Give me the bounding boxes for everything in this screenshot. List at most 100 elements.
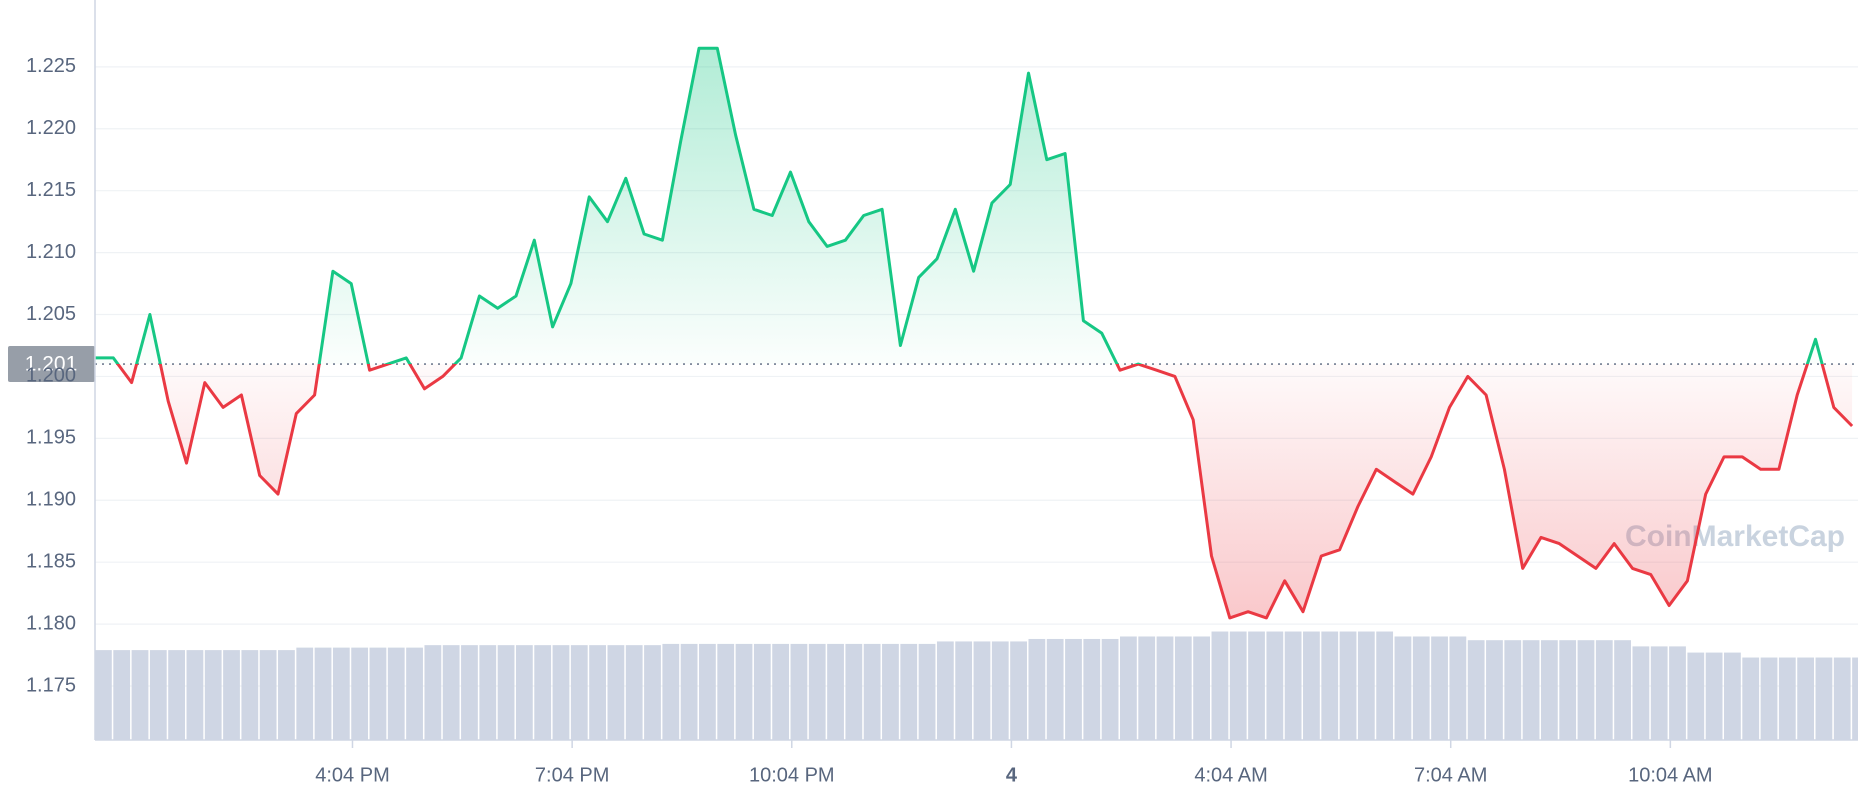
volume-bar xyxy=(772,643,790,740)
volume-bar xyxy=(1559,640,1577,740)
volume-bar xyxy=(241,650,259,740)
volume-bar xyxy=(1449,636,1467,740)
volume-bar xyxy=(662,643,680,740)
volume-bar xyxy=(1339,631,1357,740)
y-tick-label: 1.195 xyxy=(26,427,76,449)
volume-bar xyxy=(314,647,332,740)
volume-bar xyxy=(259,650,277,740)
y-tick-label: 1.225 xyxy=(26,55,76,77)
volume-bar xyxy=(1797,657,1815,740)
volume-bar xyxy=(442,645,460,740)
y-tick-label: 1.215 xyxy=(26,179,76,201)
volume-bar xyxy=(1467,640,1485,740)
volume-bar xyxy=(534,645,552,740)
volume-bar xyxy=(497,645,515,740)
volume-bar xyxy=(1065,638,1082,740)
volume-bar xyxy=(1705,652,1723,740)
volume-bar xyxy=(827,643,844,740)
volume-bar xyxy=(1211,631,1229,740)
volume-bar xyxy=(406,647,423,740)
x-tick-label: 4 xyxy=(1006,764,1018,786)
y-tick-label: 1.180 xyxy=(26,612,76,634)
volume-bar xyxy=(845,643,863,740)
volume-bar xyxy=(1577,640,1595,740)
reference-label: 1.201 xyxy=(25,353,78,376)
volume-bar xyxy=(808,643,826,740)
volume-bar xyxy=(735,643,753,740)
volume-bar xyxy=(1083,638,1101,740)
volume-bar xyxy=(1046,638,1064,740)
volume-bar xyxy=(387,647,405,740)
area-down xyxy=(117,364,1853,618)
volume-bar xyxy=(278,650,295,740)
volume-bar xyxy=(607,645,625,740)
volume-bar xyxy=(699,643,716,740)
volume-bar xyxy=(790,643,808,740)
price-line-down xyxy=(115,364,1854,620)
volume-bar xyxy=(1321,631,1339,740)
volume-bar xyxy=(95,650,112,740)
volume-bar xyxy=(1376,631,1394,740)
y-tick-label: 1.175 xyxy=(26,674,76,696)
volume-bar xyxy=(1687,652,1705,740)
volume-bar xyxy=(680,643,698,740)
y-tick-label: 1.205 xyxy=(26,303,76,325)
volume-bar xyxy=(918,643,936,740)
volume-bar xyxy=(1284,631,1302,740)
volume-bar xyxy=(1229,631,1247,740)
axes: 1.175 1.180 1.185 1.190 1.195 1.200 1.205 1.210… xyxy=(26,0,1858,786)
volume-bar xyxy=(1595,640,1613,740)
volume-bar xyxy=(1632,646,1650,740)
volume-bar xyxy=(149,650,167,740)
volume-bar xyxy=(991,641,1009,740)
grid xyxy=(95,66,1858,687)
y-tick-label: 1.210 xyxy=(26,241,76,263)
lines: 1.201 xyxy=(8,46,1858,620)
volume-bar xyxy=(1156,636,1174,740)
volume-bar xyxy=(1833,657,1851,740)
volume-bar xyxy=(1120,636,1137,740)
x-tick-label: 4:04 PM xyxy=(315,764,389,786)
areas xyxy=(95,48,1853,618)
volume-bar xyxy=(570,645,588,740)
volume-bar xyxy=(1303,631,1320,740)
volume-bar xyxy=(1138,636,1156,740)
volume-bar xyxy=(1815,657,1833,740)
area-up xyxy=(95,48,1853,365)
volume-bar xyxy=(1852,657,1858,740)
volume-bar xyxy=(1724,652,1741,740)
x-tick-label: 7:04 PM xyxy=(535,764,609,786)
volume-bar xyxy=(1650,646,1668,740)
volume-bar xyxy=(1028,638,1046,740)
price-line-up xyxy=(95,46,1824,365)
volume-bar xyxy=(351,647,369,740)
x-tick-label: 4:04 AM xyxy=(1194,764,1267,786)
volume-bar xyxy=(1357,631,1375,740)
volume-bar xyxy=(717,643,735,740)
volume-bar xyxy=(1486,640,1503,740)
volume-bar xyxy=(1778,657,1796,740)
volume-bar xyxy=(186,650,204,740)
volume-bar xyxy=(1010,641,1027,740)
volume-bar xyxy=(113,650,131,740)
volume-bar xyxy=(882,643,899,740)
x-tick-label: 7:04 AM xyxy=(1414,764,1487,786)
volume-bar xyxy=(131,650,149,740)
volume-bar xyxy=(900,643,918,740)
volume-bar xyxy=(589,645,606,740)
volume-bar xyxy=(204,650,222,740)
reference-badge xyxy=(8,346,95,383)
volume-bar xyxy=(1394,636,1412,740)
volume-bar xyxy=(332,647,350,740)
volume-bar xyxy=(296,647,314,740)
volume xyxy=(95,631,1858,740)
volume-bar xyxy=(479,645,497,740)
volume-bar xyxy=(753,643,771,740)
volume-bar xyxy=(955,641,973,740)
volume-bar xyxy=(1760,657,1778,740)
y-tick-label: 1.185 xyxy=(26,550,76,572)
volume-bar xyxy=(369,647,387,740)
volume-bar xyxy=(1174,636,1192,740)
